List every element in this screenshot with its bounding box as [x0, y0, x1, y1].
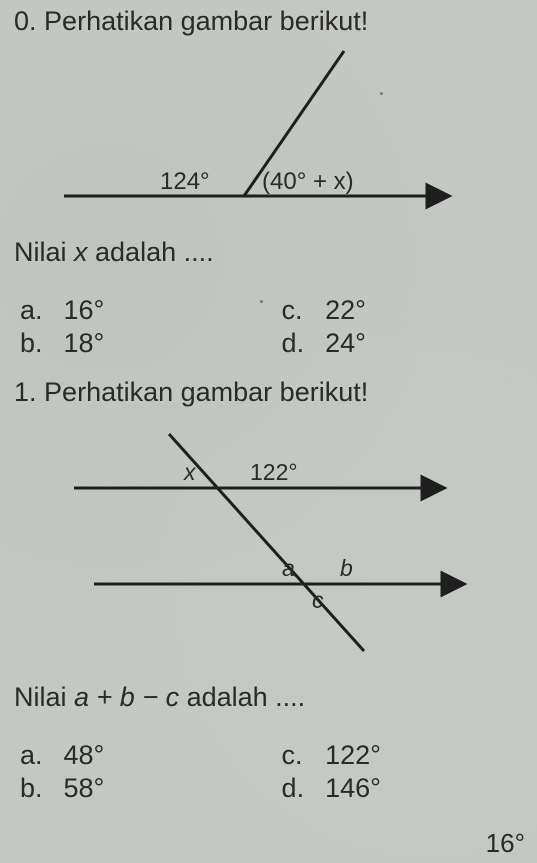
choice-value-c: 22°: [325, 295, 366, 325]
q2-choice-a: a. 48°: [20, 740, 282, 771]
worksheet-page: 0. Perhatikan gambar berikut! 124° (40° …: [0, 0, 537, 804]
q2-figure: x 122° a b c: [34, 416, 494, 666]
q1-question: Nilai x adalah ....: [14, 237, 523, 268]
choice-letter-b2: b.: [20, 773, 56, 804]
print-speck: [260, 300, 263, 303]
choice-letter-d2: d.: [282, 773, 318, 804]
q1-label-40x: (40° + x): [262, 168, 354, 195]
q1-label-124: 124°: [160, 168, 210, 195]
q2-question-expr: a + b − c: [74, 682, 179, 712]
q1-question-stem: Nilai: [14, 237, 74, 267]
q1-svg: 124° (40° + x): [44, 41, 464, 231]
q2-question: Nilai a + b − c adalah ....: [14, 682, 523, 713]
choice-letter-b: b.: [20, 328, 56, 359]
choice-letter-a: a.: [20, 295, 56, 326]
q2-label-a: a: [282, 555, 295, 581]
q2-choice-d: d. 146°: [282, 773, 523, 804]
choice-value-b: 18°: [64, 328, 105, 358]
q2-label-b: b: [340, 555, 353, 581]
choice-value-a2: 48°: [64, 740, 105, 770]
q1-choices: a. 16° c. 22° b. 18° d. 24°: [20, 295, 523, 359]
q1-prompt-text: Perhatikan gambar berikut!: [44, 6, 368, 36]
choice-value-d: 24°: [325, 328, 366, 358]
q1-question-rest: adalah ....: [88, 237, 214, 267]
q1-choice-c: c. 22°: [282, 295, 523, 326]
q1-prompt-line: 0. Perhatikan gambar berikut!: [14, 6, 523, 37]
print-speck: [380, 92, 383, 95]
q1-choice-a: a. 16°: [20, 295, 282, 326]
q1-question-var: x: [74, 237, 88, 267]
q1-figure: 124° (40° + x): [44, 41, 464, 231]
choice-value-a: 16°: [64, 295, 105, 325]
q2-prompt-line: 1. Perhatikan gambar berikut!: [14, 377, 523, 408]
q1-number: 0.: [14, 6, 37, 36]
q2-question-post: adalah ....: [179, 682, 305, 712]
choice-value-c2: 122°: [325, 740, 381, 770]
q1-choice-d: d. 24°: [282, 328, 523, 359]
q2-question-pre: Nilai: [14, 682, 74, 712]
q2-choice-b: b. 58°: [20, 773, 282, 804]
choice-letter-d: d.: [282, 328, 318, 359]
q2-label-c: c: [312, 587, 324, 613]
q2-choices: a. 48° c. 122° b. 58° d. 146°: [20, 740, 523, 804]
q2-number: 1.: [14, 377, 37, 407]
q2-choice-c: c. 122°: [282, 740, 523, 771]
q2-svg: x 122° a b c: [34, 416, 494, 666]
choice-letter-c: c.: [282, 295, 318, 326]
q2-label-122: 122°: [250, 459, 298, 485]
q2-label-x: x: [183, 459, 197, 485]
choice-value-b2: 58°: [64, 773, 105, 803]
choice-letter-a2: a.: [20, 740, 56, 771]
q2-prompt-text: Perhatikan gambar berikut!: [44, 377, 368, 407]
q1-choice-b: b. 18°: [20, 328, 282, 359]
tail-fragment: 16°: [486, 828, 525, 859]
choice-letter-c2: c.: [282, 740, 318, 771]
choice-value-d2: 146°: [325, 773, 381, 803]
